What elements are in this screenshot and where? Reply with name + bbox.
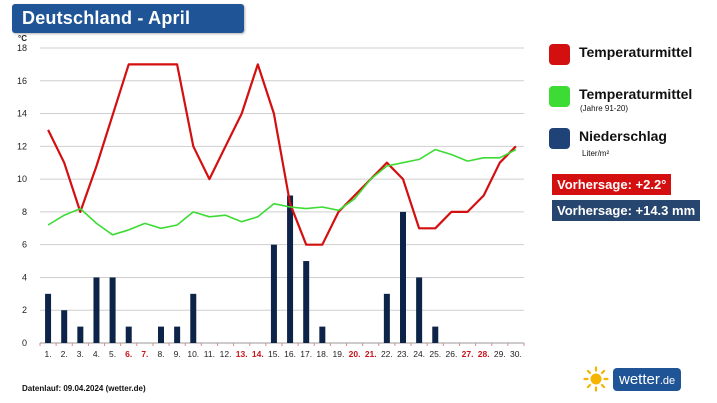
y-axis-label: °C (18, 34, 27, 43)
precip-bar (400, 211, 406, 343)
x-tick-label: 16. (284, 349, 296, 359)
precip-bar (174, 326, 181, 343)
x-tick-label: 18. (316, 349, 328, 359)
precip-bar (125, 326, 132, 343)
x-tick-label: 7. (141, 349, 148, 359)
legend-label-precip: Niederschlag (579, 128, 667, 144)
brand-wordmark: wetter.de (613, 367, 682, 391)
normal-temperature-line (47, 148, 517, 236)
precip-bar (190, 293, 197, 343)
forecast-precip-badge: Vorhersage: +14.3 mm (552, 200, 701, 221)
brand-name: wetter (619, 370, 660, 388)
title-banner: Deutschland - April (12, 4, 244, 33)
y-tick-label: 18 (17, 43, 27, 53)
legend-item-precip: Niederschlag (549, 128, 667, 149)
y-tick-label: 4 (22, 272, 27, 282)
precip-bar (45, 293, 52, 343)
x-tick-label: 2. (61, 349, 68, 359)
x-tick-label: 20. (349, 349, 361, 359)
x-tick-label: 21. (365, 349, 377, 359)
y-tick-label: 12 (17, 141, 27, 151)
x-tick-label: 29. (494, 349, 506, 359)
y-tick-label: 6 (22, 240, 27, 250)
data-run-footnote: Datenlauf: 09.04.2024 (wetter.de) (22, 384, 146, 393)
x-tick-label: 24. (413, 349, 425, 359)
x-tick-label: 6. (125, 349, 132, 359)
x-tick-label: 1. (45, 349, 52, 359)
legend-sub-precip: Liter/m² (582, 149, 610, 158)
x-tick-label: 14. (252, 349, 264, 359)
legend-item-normal: Temperaturmittel (549, 86, 692, 107)
precip-bar (61, 310, 68, 343)
precip-bar (416, 277, 423, 343)
page-title: Deutschland - April (22, 8, 191, 28)
x-tick-label: 28. (478, 349, 490, 359)
x-tick-label: 3. (77, 349, 84, 359)
legend-label-temp: Temperaturmittel (579, 44, 693, 60)
precip-bar (287, 195, 294, 343)
precip-bar (319, 326, 326, 343)
x-tick-label: 5. (109, 349, 116, 359)
y-tick-label: 8 (22, 207, 27, 217)
precip-bar (158, 326, 164, 343)
legend-swatch-temp (549, 44, 570, 65)
y-tick-label: 2 (22, 305, 27, 315)
precip-bar (383, 293, 390, 343)
brand-logo[interactable]: wetter.de (583, 366, 682, 392)
x-tick-label: 30. (510, 349, 522, 359)
legend-item-temp: Temperaturmittel (549, 44, 692, 65)
x-tick-label: 10. (187, 349, 199, 359)
brand-tld: .de (659, 374, 676, 387)
x-tick-label: 19. (333, 349, 345, 359)
x-tick-label: 8. (157, 349, 164, 359)
x-tick-label: 11. (204, 349, 215, 359)
x-tick-label: 22. (381, 349, 393, 359)
x-tick-label: 13. (236, 349, 248, 359)
y-tick-label: 16 (17, 76, 27, 86)
x-tick-label: 25. (429, 349, 441, 359)
x-tick-label: 15. (268, 349, 280, 359)
x-tick-label: 26. (445, 349, 457, 359)
x-tick-label: 17. (300, 349, 312, 359)
precip-bar (270, 244, 277, 343)
legend-sub-normal: (Jahre 91-20) (580, 104, 629, 113)
legend-label-normal: Temperaturmittel (579, 86, 693, 102)
sun-icon (583, 366, 609, 392)
precip-bar (432, 326, 439, 343)
forecast-temp-badge: Vorhersage: +2.2° (552, 174, 672, 195)
y-tick-label: 0 (22, 338, 27, 348)
x-tick-label: 12. (220, 349, 232, 359)
precip-bar (93, 277, 100, 343)
x-tick-label: 4. (93, 349, 100, 359)
precip-bar (303, 261, 310, 343)
legend-swatch-normal (549, 86, 570, 107)
x-tick-label: 23. (397, 349, 409, 359)
precip-bar (109, 277, 116, 343)
x-tick-label: 27. (462, 349, 474, 359)
precip-bar (77, 326, 84, 343)
y-tick-label: 10 (17, 174, 27, 184)
legend-swatch-precip (549, 128, 570, 149)
y-tick-label: 14 (17, 109, 27, 119)
temperature-line (47, 63, 517, 246)
x-tick-label: 9. (174, 349, 181, 359)
